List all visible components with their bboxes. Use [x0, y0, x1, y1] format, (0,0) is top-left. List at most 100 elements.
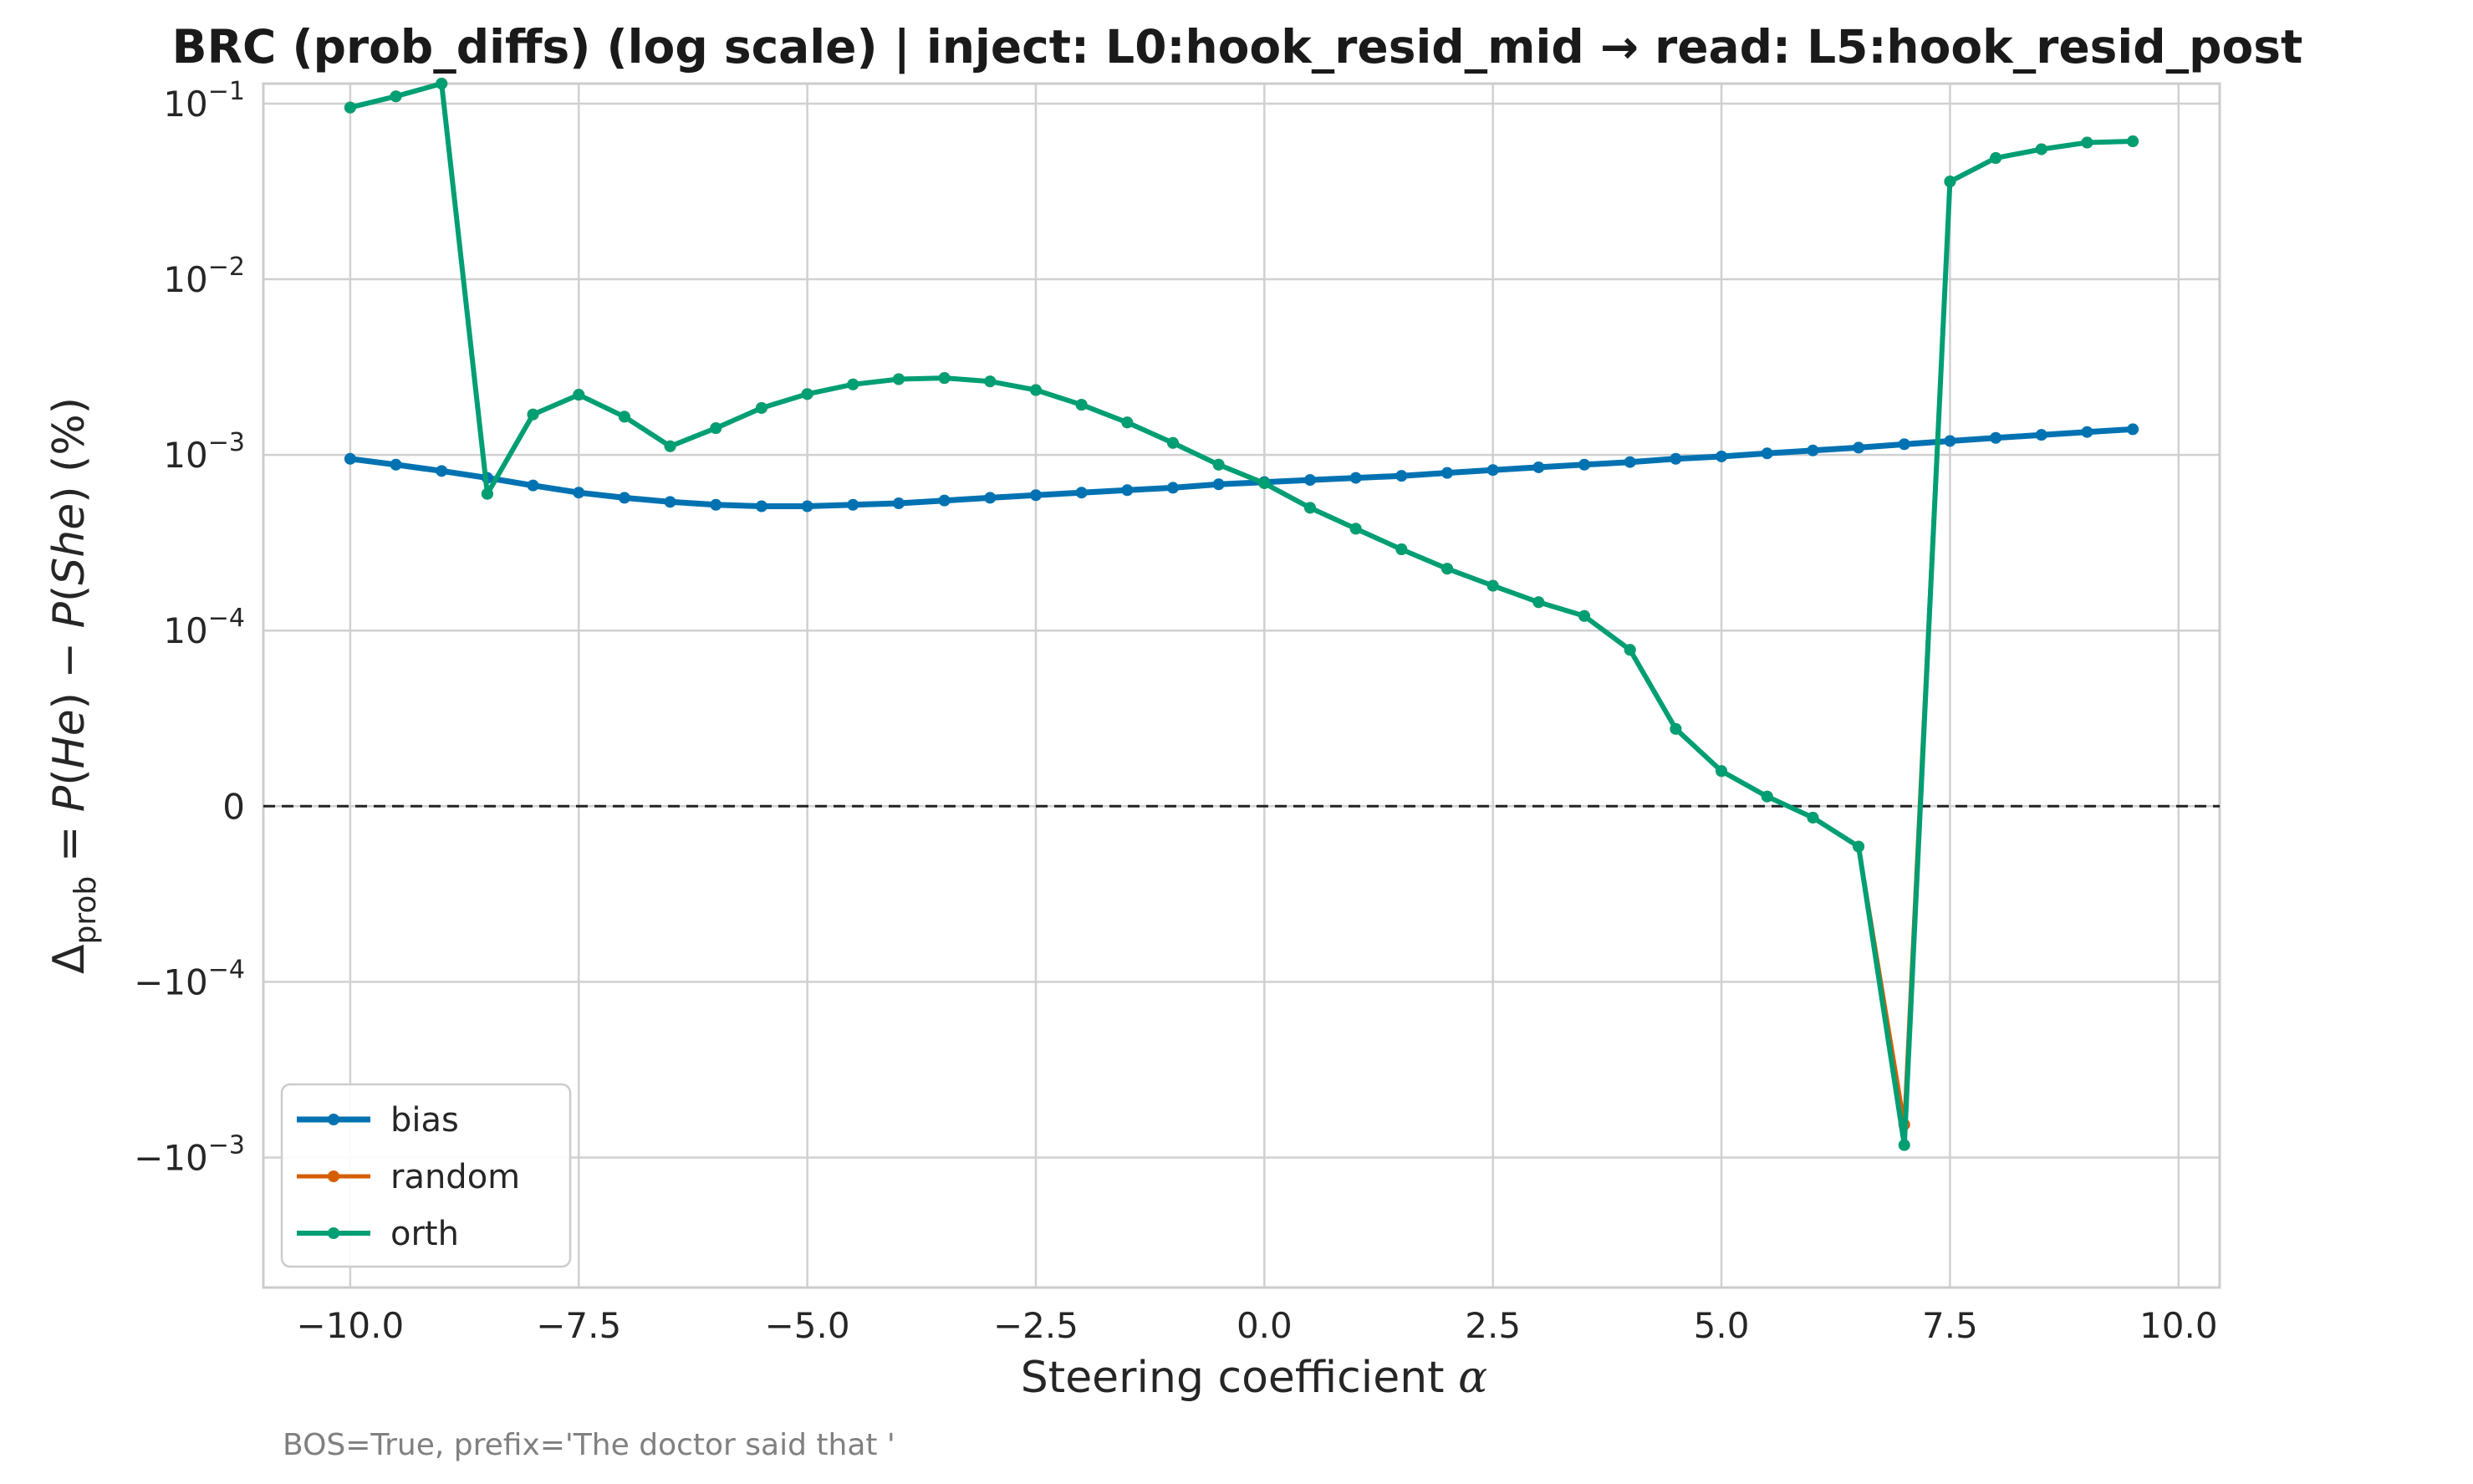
x-tick-label: −2.5 — [993, 1305, 1078, 1346]
data-point-bias — [1761, 447, 1773, 460]
data-point-orth — [573, 389, 585, 401]
data-point-orth — [1944, 176, 1956, 188]
data-point-orth — [1670, 722, 1682, 735]
data-point-orth — [1761, 790, 1773, 803]
x-tick-label: 2.5 — [1465, 1305, 1521, 1346]
data-point-orth — [664, 440, 676, 452]
data-point-bias — [1532, 461, 1545, 473]
data-point-orth — [1121, 416, 1134, 429]
data-point-orth — [1990, 152, 2002, 165]
data-point-orth — [1212, 458, 1225, 471]
data-point-orth — [1898, 1139, 1910, 1151]
data-point-bias — [1349, 472, 1362, 484]
data-point-orth — [984, 375, 997, 388]
y-label-sub: prob — [69, 876, 103, 945]
data-point-orth — [1624, 644, 1636, 656]
footnote: BOS=True, prefix='The doctor said that ' — [283, 1428, 895, 1462]
data-point-bias — [801, 500, 813, 513]
data-point-bias — [2127, 423, 2139, 436]
data-point-orth — [2035, 143, 2047, 156]
data-point-orth — [1578, 609, 1591, 622]
data-point-bias — [1029, 489, 1042, 502]
data-point-orth — [527, 408, 539, 421]
series-line-bias — [349, 426, 2134, 509]
data-point-orth — [1304, 502, 1317, 514]
data-point-bias — [1121, 484, 1134, 497]
data-point-bias — [984, 492, 997, 504]
data-point-bias — [436, 465, 448, 477]
data-point-bias — [1898, 438, 1910, 451]
series-line-random — [349, 81, 2134, 1127]
legend-label-bias: bias — [390, 1101, 459, 1140]
y-label-delta: Δ — [44, 944, 94, 974]
data-point-bias — [1395, 470, 1408, 482]
y-label-lp2: ( — [44, 585, 94, 602]
data-point-bias — [1944, 435, 1956, 447]
data-point-bias — [1853, 441, 1865, 454]
data-point-orth — [2081, 136, 2093, 149]
y-tick-label: 0 — [222, 786, 245, 827]
series-layer — [344, 78, 2139, 1151]
x-tick-label: 5.0 — [1694, 1305, 1750, 1346]
series-line-orth — [349, 81, 2134, 1148]
legend-label-random: random — [390, 1158, 520, 1196]
data-point-bias — [1624, 456, 1636, 468]
data-point-bias — [1441, 467, 1454, 479]
y-label-eq: = — [44, 812, 94, 876]
data-point-orth — [436, 78, 448, 89]
x-tick-label: 7.5 — [1922, 1305, 1978, 1346]
x-axis-label-text: Steering coefficient — [1021, 1353, 1445, 1403]
data-point-orth — [1807, 811, 1819, 824]
x-tick-label: 10.0 — [2139, 1305, 2218, 1346]
y-axis-label: Δprob = P(He) − P(She) (%) — [44, 397, 103, 974]
y-label-minus: ) − — [44, 628, 94, 709]
data-point-bias — [1486, 464, 1499, 477]
y-tick-label: 10−2 — [163, 252, 245, 300]
data-point-orth — [344, 101, 356, 114]
x-tick-label: −7.5 — [536, 1305, 621, 1346]
y-tick-labels: 10−1 10−2 10−3 10−4 0 −10−4 −10−3 — [134, 77, 245, 1179]
x-axis-label-symbol: α — [1458, 1353, 1487, 1403]
data-point-orth — [1716, 765, 1728, 778]
data-point-orth — [2127, 135, 2139, 148]
y-tick-label: 10−3 — [163, 428, 245, 476]
legend-marker-orth — [328, 1227, 339, 1239]
legend-label-orth: orth — [390, 1215, 459, 1253]
x-tick-labels: −10.0 −7.5 −5.0 −2.5 0.0 2.5 5.0 7.5 10.0 — [297, 1305, 2218, 1346]
x-tick-label: 0.0 — [1236, 1305, 1293, 1346]
y-label-she: She — [44, 503, 94, 585]
data-point-orth — [390, 90, 402, 103]
data-point-bias — [664, 496, 676, 508]
series-orth — [344, 78, 2139, 1151]
data-point-bias — [1578, 458, 1591, 471]
data-point-bias — [1304, 474, 1317, 487]
data-point-orth — [1349, 523, 1362, 535]
data-point-orth — [618, 411, 630, 423]
data-point-orth — [755, 401, 767, 414]
data-point-bias — [2081, 426, 2093, 438]
y-label-p2: P — [44, 601, 94, 628]
data-point-bias — [755, 500, 767, 513]
y-tick-label: −10−3 — [134, 1130, 245, 1178]
y-label-lp1: ( — [44, 768, 94, 785]
data-point-orth — [1395, 543, 1408, 556]
series-random — [344, 78, 2139, 1131]
data-point-orth — [481, 487, 493, 500]
data-point-bias — [847, 498, 859, 511]
data-point-orth — [1853, 840, 1865, 853]
x-tick-label: −10.0 — [297, 1305, 405, 1346]
y-tick-label: 10−1 — [163, 77, 245, 125]
data-point-orth — [801, 388, 813, 400]
data-point-orth — [710, 422, 722, 435]
data-point-bias — [1807, 444, 1819, 456]
y-tick-label: 10−4 — [163, 604, 245, 651]
data-point-orth — [1258, 477, 1271, 489]
data-point-orth — [1532, 596, 1545, 609]
data-point-bias — [527, 479, 539, 492]
legend: bias random orth — [280, 1083, 572, 1268]
chart-title: BRC (prob_diffs) (log scale) | inject: L… — [172, 20, 2303, 74]
data-point-orth — [938, 372, 951, 385]
data-point-orth — [1166, 436, 1179, 449]
data-point-bias — [1670, 452, 1682, 465]
